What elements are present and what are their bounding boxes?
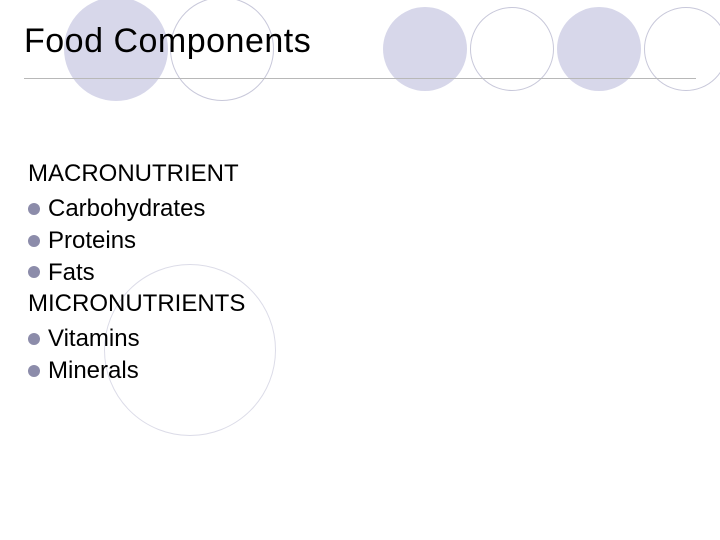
page-title: Food Components	[24, 22, 696, 61]
list-item-label: Proteins	[48, 225, 136, 257]
list-item-label: Minerals	[48, 355, 139, 387]
list-item-label: Fats	[48, 257, 95, 289]
list-item-label: Vitamins	[48, 323, 140, 355]
bullet-icon	[28, 235, 40, 247]
section-heading: MACRONUTRIENT	[28, 158, 245, 189]
bullet-icon	[28, 365, 40, 377]
section-heading: MICRONUTRIENTS	[28, 288, 245, 319]
content-area: MACRONUTRIENT CarbohydratesProteinsFatsMI…	[28, 158, 245, 387]
bullet-icon	[28, 333, 40, 345]
title-underline	[24, 78, 696, 79]
bullet-icon	[28, 266, 40, 278]
list-item: Minerals	[28, 355, 245, 387]
bullet-icon	[28, 203, 40, 215]
list-item: Vitamins	[28, 323, 245, 355]
list-item: Proteins	[28, 225, 245, 257]
list-item: Carbohydrates	[28, 193, 245, 225]
list-item-label: Carbohydrates	[48, 193, 205, 225]
list-item: Fats	[28, 257, 245, 289]
